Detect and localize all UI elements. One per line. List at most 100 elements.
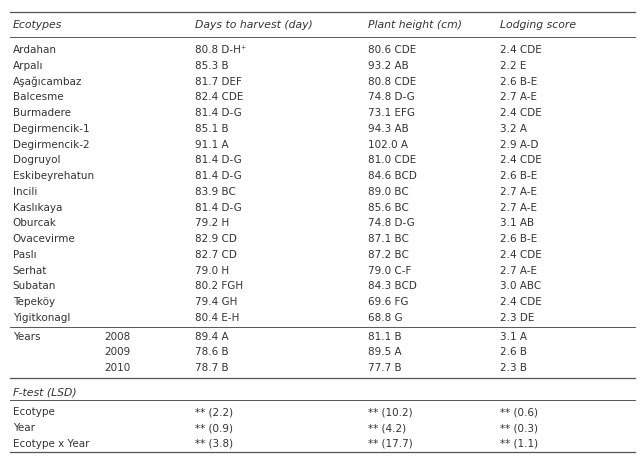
Text: Degirmencik-2: Degirmencik-2 bbox=[13, 140, 89, 150]
Text: 79.2 H: 79.2 H bbox=[195, 218, 229, 228]
Text: 82.4 CDE: 82.4 CDE bbox=[195, 92, 243, 103]
Text: 85.3 B: 85.3 B bbox=[195, 61, 228, 71]
Text: 73.1 EFG: 73.1 EFG bbox=[368, 108, 415, 118]
Text: 2.2 E: 2.2 E bbox=[499, 61, 526, 71]
Text: Eskibeyrehatun: Eskibeyrehatun bbox=[13, 171, 94, 181]
Text: 2.4 CDE: 2.4 CDE bbox=[499, 45, 541, 55]
Text: 2.7 A-E: 2.7 A-E bbox=[499, 266, 537, 275]
Text: Dogruyol: Dogruyol bbox=[13, 155, 60, 165]
Text: 2008: 2008 bbox=[104, 332, 130, 342]
Text: 3.0 ABC: 3.0 ABC bbox=[499, 281, 541, 291]
Text: 2.7 A-E: 2.7 A-E bbox=[499, 187, 537, 197]
Text: 79.0 H: 79.0 H bbox=[195, 266, 229, 275]
Text: Burmadere: Burmadere bbox=[13, 108, 71, 118]
Text: Days to harvest (day): Days to harvest (day) bbox=[195, 20, 313, 30]
Text: 69.6 FG: 69.6 FG bbox=[368, 297, 408, 307]
Text: 74.8 D-G: 74.8 D-G bbox=[368, 218, 414, 228]
Text: 2009: 2009 bbox=[104, 348, 130, 357]
Text: ** (0.9): ** (0.9) bbox=[195, 423, 233, 433]
Text: 81.4 D-G: 81.4 D-G bbox=[195, 203, 242, 212]
Text: 2.6 B: 2.6 B bbox=[499, 348, 526, 357]
Text: ** (4.2): ** (4.2) bbox=[368, 423, 406, 433]
Text: 2.7 A-E: 2.7 A-E bbox=[499, 92, 537, 103]
Text: Paslı: Paslı bbox=[13, 250, 37, 260]
Text: 93.2 AB: 93.2 AB bbox=[368, 61, 408, 71]
Text: Ovacevirme: Ovacevirme bbox=[13, 234, 76, 244]
Text: Plant height (cm): Plant height (cm) bbox=[368, 20, 462, 30]
Text: Yigitkonagl: Yigitkonagl bbox=[13, 313, 70, 323]
Text: 2.3 DE: 2.3 DE bbox=[499, 313, 534, 323]
Text: 2.3 B: 2.3 B bbox=[499, 363, 526, 373]
Text: 81.7 DEF: 81.7 DEF bbox=[195, 76, 242, 87]
Text: Subatan: Subatan bbox=[13, 281, 56, 291]
Text: 2.4 CDE: 2.4 CDE bbox=[499, 297, 541, 307]
Text: ** (10.2): ** (10.2) bbox=[368, 407, 412, 417]
Text: 87.1 BC: 87.1 BC bbox=[368, 234, 408, 244]
Text: 81.1 B: 81.1 B bbox=[368, 332, 401, 342]
Text: 83.9 BC: 83.9 BC bbox=[195, 187, 236, 197]
Text: 80.8 D-H⁺: 80.8 D-H⁺ bbox=[195, 45, 246, 55]
Text: 89.4 A: 89.4 A bbox=[195, 332, 228, 342]
Text: Year: Year bbox=[13, 423, 35, 433]
Text: 3.2 A: 3.2 A bbox=[499, 124, 526, 134]
Text: 2.7 A-E: 2.7 A-E bbox=[499, 203, 537, 212]
Text: ** (3.8): ** (3.8) bbox=[195, 439, 233, 449]
Text: 2.4 CDE: 2.4 CDE bbox=[499, 250, 541, 260]
Text: F-test (LSD): F-test (LSD) bbox=[13, 388, 76, 397]
Text: 2.6 B-E: 2.6 B-E bbox=[499, 76, 537, 87]
Text: ** (2.2): ** (2.2) bbox=[195, 407, 233, 417]
Text: Oburcak: Oburcak bbox=[13, 218, 56, 228]
Text: 84.6 BCD: 84.6 BCD bbox=[368, 171, 417, 181]
Text: 85.1 B: 85.1 B bbox=[195, 124, 228, 134]
Text: 102.0 A: 102.0 A bbox=[368, 140, 408, 150]
Text: 2.4 CDE: 2.4 CDE bbox=[499, 108, 541, 118]
Text: 3.1 AB: 3.1 AB bbox=[499, 218, 534, 228]
Text: 94.3 AB: 94.3 AB bbox=[368, 124, 408, 134]
Text: 81.4 D-G: 81.4 D-G bbox=[195, 171, 242, 181]
Text: Lodging score: Lodging score bbox=[499, 20, 576, 30]
Text: 77.7 B: 77.7 B bbox=[368, 363, 401, 373]
Text: 2.9 A-D: 2.9 A-D bbox=[499, 140, 538, 150]
Text: 2.6 B-E: 2.6 B-E bbox=[499, 171, 537, 181]
Text: Aşağıcambaz: Aşağıcambaz bbox=[13, 76, 82, 87]
Text: 87.2 BC: 87.2 BC bbox=[368, 250, 408, 260]
Text: 82.9 CD: 82.9 CD bbox=[195, 234, 237, 244]
Text: 79.0 C-F: 79.0 C-F bbox=[368, 266, 411, 275]
Text: Ecotypes: Ecotypes bbox=[13, 20, 62, 30]
Text: 89.0 BC: 89.0 BC bbox=[368, 187, 408, 197]
Text: 2.4 CDE: 2.4 CDE bbox=[499, 155, 541, 165]
Text: 74.8 D-G: 74.8 D-G bbox=[368, 92, 414, 103]
Text: 89.5 A: 89.5 A bbox=[368, 348, 401, 357]
Text: Ardahan: Ardahan bbox=[13, 45, 56, 55]
Text: ** (0.3): ** (0.3) bbox=[499, 423, 538, 433]
Text: Tepeköy: Tepeköy bbox=[13, 297, 55, 307]
Text: 80.6 CDE: 80.6 CDE bbox=[368, 45, 416, 55]
Text: 82.7 CD: 82.7 CD bbox=[195, 250, 237, 260]
Text: 79.4 GH: 79.4 GH bbox=[195, 297, 237, 307]
Text: 2010: 2010 bbox=[104, 363, 130, 373]
Text: Degirmencik-1: Degirmencik-1 bbox=[13, 124, 89, 134]
Text: 84.3 BCD: 84.3 BCD bbox=[368, 281, 417, 291]
Text: 91.1 A: 91.1 A bbox=[195, 140, 228, 150]
Text: 78.7 B: 78.7 B bbox=[195, 363, 228, 373]
Text: Arpalı: Arpalı bbox=[13, 61, 43, 71]
Text: 80.2 FGH: 80.2 FGH bbox=[195, 281, 243, 291]
Text: ** (0.6): ** (0.6) bbox=[499, 407, 538, 417]
Text: ** (1.1): ** (1.1) bbox=[499, 439, 538, 449]
Text: 81.4 D-G: 81.4 D-G bbox=[195, 108, 242, 118]
Text: 78.6 B: 78.6 B bbox=[195, 348, 228, 357]
Text: Incili: Incili bbox=[13, 187, 37, 197]
Text: Kaslıkaya: Kaslıkaya bbox=[13, 203, 62, 212]
Text: 3.1 A: 3.1 A bbox=[499, 332, 526, 342]
Text: Ecotype: Ecotype bbox=[13, 407, 54, 417]
Text: 80.4 E-H: 80.4 E-H bbox=[195, 313, 239, 323]
Text: Ecotype x Year: Ecotype x Year bbox=[13, 439, 89, 449]
Text: 80.8 CDE: 80.8 CDE bbox=[368, 76, 416, 87]
Text: Balcesme: Balcesme bbox=[13, 92, 63, 103]
Text: Serhat: Serhat bbox=[13, 266, 47, 275]
Text: Years: Years bbox=[13, 332, 40, 342]
Text: ** (17.7): ** (17.7) bbox=[368, 439, 412, 449]
Text: 2.6 B-E: 2.6 B-E bbox=[499, 234, 537, 244]
Text: 68.8 G: 68.8 G bbox=[368, 313, 403, 323]
Text: 81.4 D-G: 81.4 D-G bbox=[195, 155, 242, 165]
